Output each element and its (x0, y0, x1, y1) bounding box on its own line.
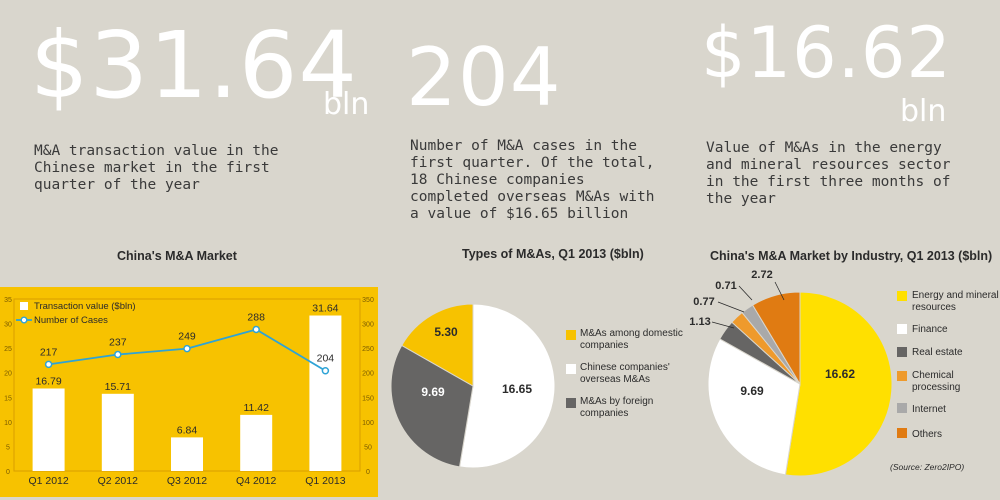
bar-q4-2012 (240, 414, 273, 471)
bar-q1-2012 (32, 388, 65, 471)
legend-label-overseas: Chinese companies' overseas M&As (580, 362, 670, 385)
cases-point (44, 360, 53, 369)
slice-value-label: 0.71 (715, 280, 736, 292)
cases-value-label: 204 (317, 353, 335, 365)
stat-description-energy: Value of M&As in the energy and mineral … (706, 140, 951, 207)
legend-swatch-energy (897, 291, 907, 301)
cases-value-label: 237 (109, 337, 127, 349)
legend-swatch-others (897, 428, 907, 438)
x-tick-label: Q1 2012 (28, 475, 68, 487)
legend-label-value: Transaction value ($bln) (34, 301, 136, 312)
y-left-tick-label: 0 (6, 469, 10, 476)
y-right-tick-label: 150 (362, 395, 374, 402)
y-right-tick-label: 0 (366, 469, 370, 476)
stat-description-cases: Number of M&A cases in the first quarter… (410, 138, 655, 222)
slice-value-label: 1.13 (689, 316, 710, 328)
source-note: (Source: Zero2IPO) (890, 462, 965, 472)
legend-swatch-internet (897, 403, 907, 413)
slice-chinese-companies-overseas-m-as (458, 303, 556, 469)
stat-unit-transaction: bln (323, 87, 370, 122)
cases-point (183, 344, 191, 353)
y-left-tick-label: 10 (4, 420, 12, 427)
legend-swatch-realestate (897, 347, 907, 357)
cases-value-label: 217 (40, 346, 58, 358)
stat-unit-energy: bln (900, 94, 947, 129)
slice-value-label: 16.62 (825, 367, 855, 381)
legend-swatch-overseas (566, 364, 576, 374)
types-pie-chart: 16.65 9.69 5.30 (390, 303, 556, 469)
slice-m-as-among-domestic-companies (401, 303, 474, 387)
slice-value-label: 9.69 (421, 385, 445, 399)
slice-finance (707, 338, 801, 476)
bar-value-label: 11.42 (243, 402, 269, 414)
y-right-tick-label: 200 (362, 371, 374, 378)
slice-m-as-by-foreign-companies (390, 344, 474, 468)
slice-energy-and-mineral-resources (784, 291, 893, 477)
stat-value-energy: $16.62 (701, 12, 952, 94)
bar-value-label: 31.64 (312, 303, 338, 315)
chart-title-industry: China's M&A Market by Industry, Q1 2013 … (710, 249, 993, 263)
x-tick-label: Q2 2012 (98, 475, 138, 487)
leader-line (738, 285, 753, 301)
legend-swatch-value (20, 302, 28, 310)
leader-line (711, 321, 735, 329)
bar-q2-2012 (101, 393, 134, 471)
legend-label-domestic: M&As among domestic companies (580, 328, 683, 351)
legend-label-finance: Finance (912, 324, 948, 335)
slice-others (752, 291, 801, 386)
legend-label-foreign: M&As by foreign companies (580, 396, 654, 419)
legend-swatch-domestic (566, 330, 576, 340)
stat-value-transaction: $31.64 (30, 12, 358, 119)
legend-marker-cases (20, 316, 28, 324)
slice-value-label: 5.30 (434, 325, 458, 339)
slice-value-label: 16.65 (502, 382, 532, 396)
cases-point (321, 366, 330, 375)
stat-description-transaction: M&A transaction value in the Chinese mar… (34, 143, 279, 193)
chart-title-types: Types of M&As, Q1 2013 ($bln) (462, 247, 644, 261)
chart-title-market: China's M&A Market (117, 249, 237, 263)
bar-value-label: 6.84 (177, 424, 198, 436)
slice-value-label: 0.77 (693, 296, 714, 308)
slice-value-label: 9.69 (740, 384, 764, 398)
legend-label-chemical: Chemical processing (912, 370, 961, 393)
y-right-tick-label: 100 (362, 420, 374, 427)
cases-point (114, 350, 122, 359)
y-right-tick-label: 300 (362, 322, 374, 329)
y-left-tick-label: 30 (4, 322, 12, 329)
slice-value-label: 2.72 (751, 269, 772, 281)
legend-swatch-foreign (566, 398, 576, 408)
legend-swatch-chemical (897, 371, 907, 381)
legend-label-realestate: Real estate (912, 347, 963, 358)
y-left-tick-label: 5 (6, 444, 10, 451)
cases-point (252, 325, 260, 334)
cases-value-label: 288 (247, 311, 265, 323)
y-left-tick-label: 20 (4, 371, 12, 378)
x-tick-label: Q1 2013 (305, 475, 345, 487)
y-right-tick-label: 50 (364, 444, 372, 451)
legend-label-cases: Number of Cases (34, 315, 108, 326)
bar-q3-2012 (171, 437, 203, 471)
legend-label-others: Others (912, 429, 943, 440)
y-left-tick-label: 35 (4, 297, 12, 304)
y-right-tick-label: 250 (362, 346, 374, 353)
cases-value-label: 249 (178, 331, 196, 343)
industry-pie-chart: 16.62 9.69 1.13 0.770.71 2.72 (689, 269, 893, 477)
stat-value-cases: 204 (406, 31, 562, 124)
x-tick-label: Q3 2012 (167, 475, 207, 487)
bar-value-label: 16.79 (35, 375, 61, 387)
leader-line (717, 301, 745, 313)
bar-q1-2013 (309, 315, 342, 471)
leader-line (774, 281, 785, 301)
x-tick-label: Q4 2012 (236, 475, 276, 487)
market-bar-line-chart: 0510152025303505010015020025030035016.79… (0, 287, 378, 497)
legend-swatch-finance (897, 324, 907, 334)
y-left-tick-label: 25 (4, 346, 12, 353)
y-left-tick-label: 15 (4, 395, 12, 402)
y-right-tick-label: 350 (362, 297, 374, 304)
legend-label-internet: Internet (912, 404, 946, 415)
legend-label-energy: Energy and mineral resources (912, 290, 999, 313)
bar-value-label: 15.71 (105, 381, 131, 393)
